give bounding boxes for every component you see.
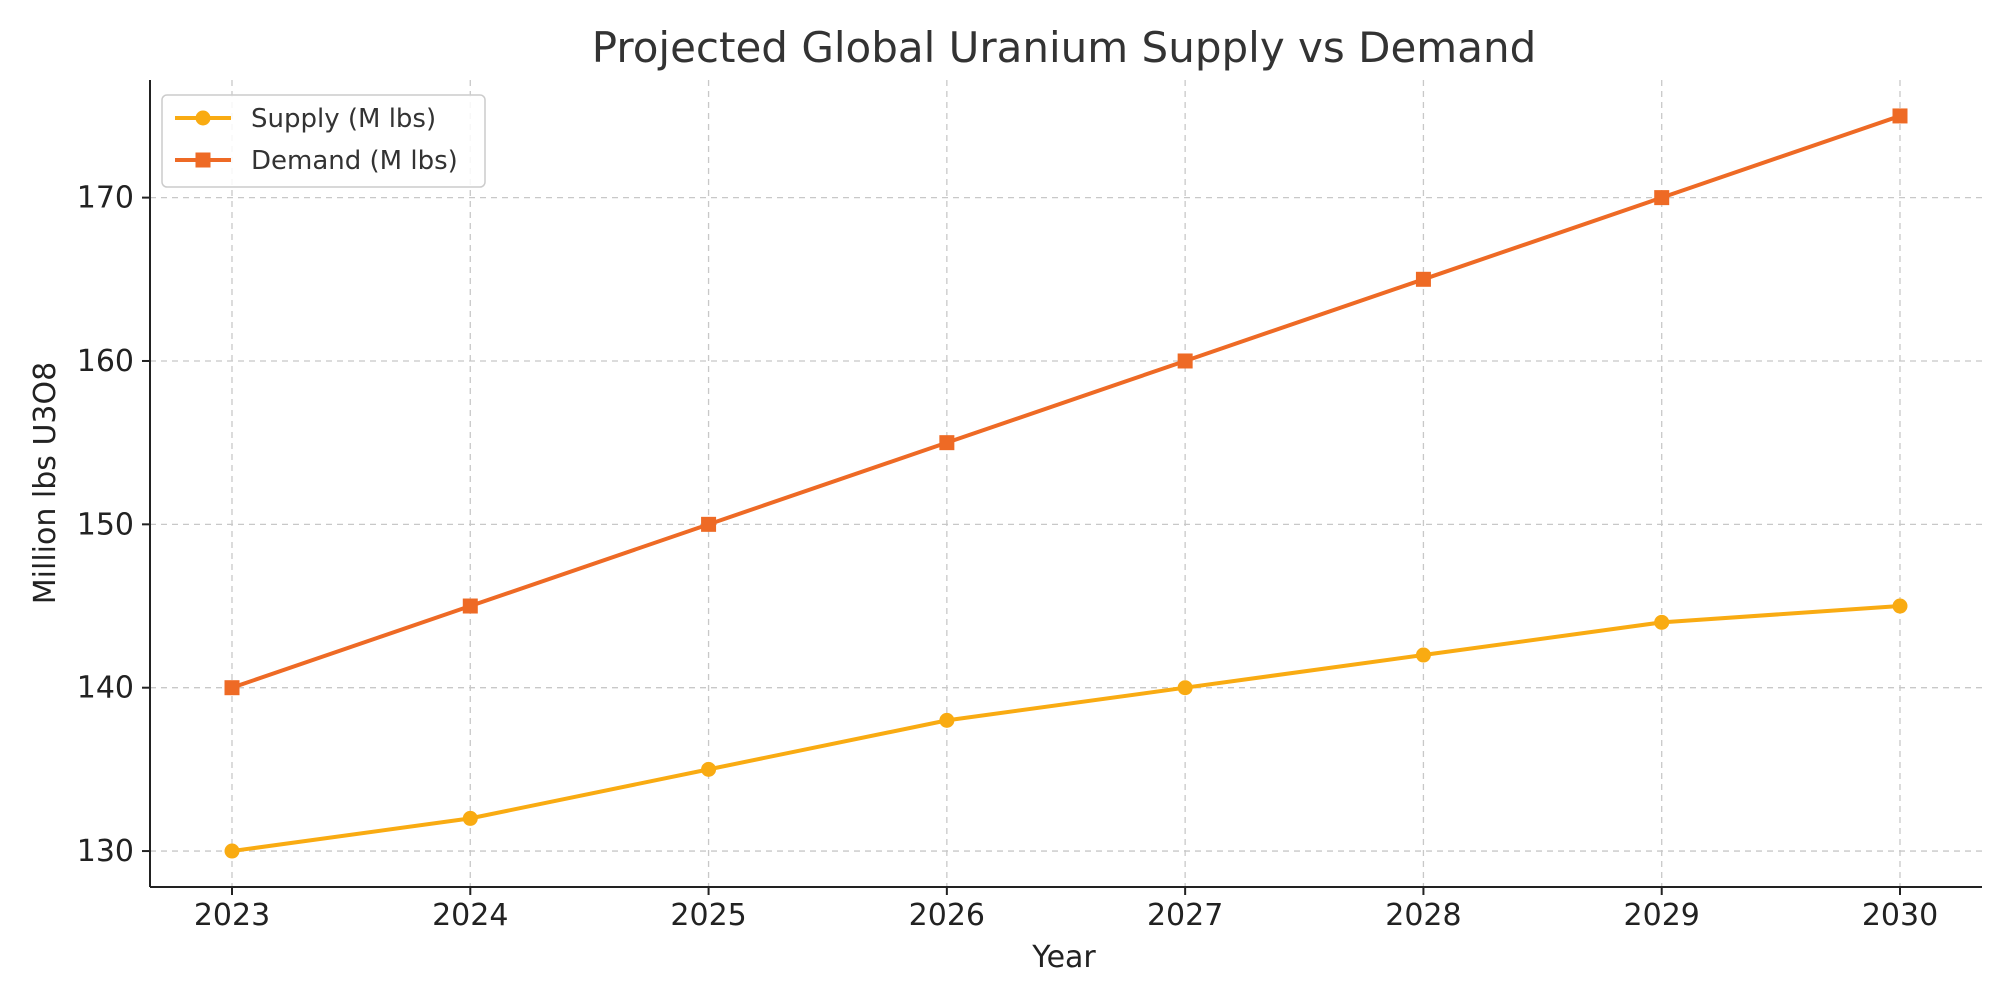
axes	[149, 80, 1982, 888]
x-tick-label: 2029	[1624, 898, 1700, 933]
series-supply	[224, 598, 1908, 859]
data-point-demand	[939, 435, 955, 451]
x-axis-label: Year	[1031, 940, 1096, 975]
legend-entry-supply: Supply (M lbs)	[175, 104, 436, 134]
y-tick-label: 130	[77, 834, 134, 869]
data-point-demand	[1415, 271, 1431, 287]
data-point-demand	[462, 598, 478, 614]
grid	[150, 80, 1982, 887]
x-tick-label: 2024	[432, 898, 508, 933]
y-axis-label: Million lbs U3O8	[28, 362, 63, 604]
legend: Supply (M lbs) Demand (M lbs)	[161, 94, 486, 188]
x-tick-label: 2027	[1147, 898, 1223, 933]
data-point-supply	[701, 761, 717, 777]
data-point-demand	[701, 516, 717, 532]
chart-title: Projected Global Uranium Supply vs Deman…	[592, 23, 1536, 72]
legend-label-demand: Demand (M lbs)	[251, 146, 458, 176]
data-point-supply	[1654, 614, 1670, 630]
data-point-demand	[1892, 108, 1908, 124]
y-tick-label: 140	[77, 671, 134, 706]
y-tick-label: 160	[77, 344, 134, 379]
y-tick-label: 150	[77, 507, 134, 542]
data-point-demand	[1654, 190, 1670, 206]
series-line-demand	[231, 114, 1901, 690]
data-point-supply	[1892, 598, 1908, 614]
legend-label-supply: Supply (M lbs)	[251, 104, 436, 134]
series-line-supply	[231, 604, 1901, 854]
x-tick-label: 2023	[194, 898, 270, 933]
legend-marker-supply	[195, 110, 211, 126]
data-point-supply	[462, 810, 478, 826]
data-point-supply	[1415, 647, 1431, 663]
ticks: 2023 2024 2025 2026 2027 2028 2029 2030 130 140 15…	[77, 181, 1938, 933]
legend-entry-demand: Demand (M lbs)	[175, 146, 458, 176]
data-point-demand	[1177, 353, 1193, 369]
x-tick-label: 2025	[670, 898, 746, 933]
data-point-demand	[224, 680, 240, 696]
data-point-supply	[224, 843, 240, 859]
data-point-supply	[939, 712, 955, 728]
x-tick-label: 2030	[1862, 898, 1938, 933]
x-tick-label: 2028	[1385, 898, 1461, 933]
data-point-supply	[1177, 680, 1193, 696]
legend-marker-demand	[195, 152, 211, 168]
series	[224, 108, 1908, 859]
legend-box	[161, 94, 486, 188]
x-tick-label: 2026	[909, 898, 985, 933]
series-demand	[224, 108, 1908, 696]
y-tick-label: 170	[77, 181, 134, 216]
